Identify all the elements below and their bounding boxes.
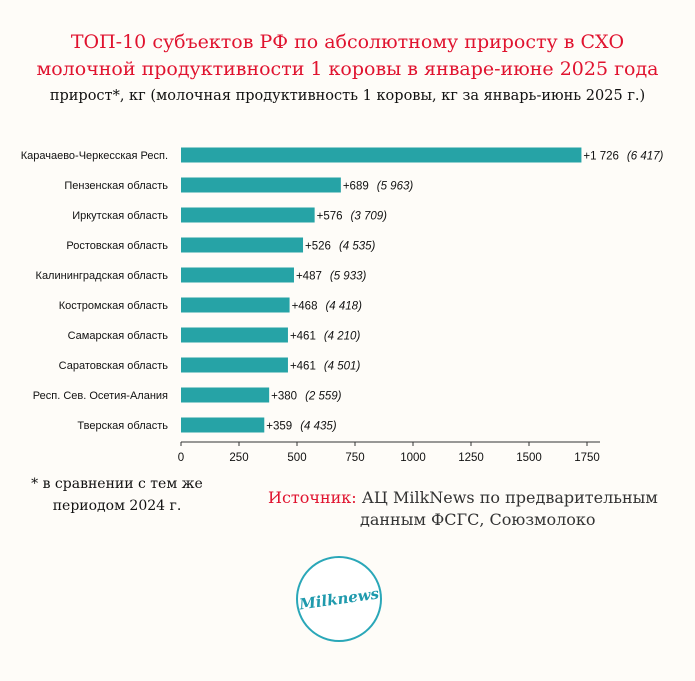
bar: [181, 237, 304, 253]
x-tick-label: 1750: [574, 452, 600, 464]
category-label: Иркутская область: [72, 210, 168, 222]
secondary-value-label: (5 933): [330, 271, 367, 283]
footnote-line-2: периодом 2024 г.: [52, 498, 182, 514]
data-labels: +1 726 (6 417) +689 (5 963) +576 (3 709) +526 (…: [266, 151, 663, 433]
chart-title-line-2: молочной продуктивности 1 коровы в январ…: [36, 58, 659, 80]
value-label: +487: [296, 271, 322, 283]
bar: [181, 387, 270, 403]
secondary-value-label: (4 435): [300, 421, 337, 433]
secondary-value-label: (6 417): [627, 151, 664, 163]
category-label: Самарская область: [68, 330, 169, 342]
chart-title-line-1: ТОП-10 субъектов РФ по абсолютному приро…: [70, 31, 625, 53]
source-label: Источник:: [268, 488, 357, 507]
bar: [181, 417, 265, 433]
bar-chart: Карачаево-Черкесская Респ. Пензенская обл…: [21, 147, 664, 464]
category-label: Саратовская область: [59, 360, 169, 372]
category-label: Карачаево-Черкесская Респ.: [21, 150, 168, 162]
category-label: Костромская область: [59, 300, 169, 312]
x-tick-label: 250: [229, 452, 248, 464]
value-label: +380: [271, 391, 297, 403]
bar: [181, 357, 288, 373]
secondary-value-label: (4 501): [324, 361, 361, 373]
bar: [181, 297, 290, 313]
source-note: Источник: АЦ MilkNews по предварительным…: [268, 487, 688, 531]
value-label: +468: [292, 301, 318, 313]
x-axis-ticks: 0 250 500 750 1000 1250 1500 1750: [178, 442, 600, 464]
category-label: Тверская область: [77, 420, 168, 432]
milknews-logo: Milknews: [296, 556, 382, 642]
source-text-line-1: АЦ MilkNews по предварительным: [361, 488, 658, 507]
category-label: Калининградская область: [36, 270, 169, 282]
value-label: +689: [343, 181, 369, 193]
x-tick-label: 1500: [516, 452, 542, 464]
secondary-value-label: (4 418): [325, 301, 362, 313]
x-tick-label: 750: [345, 452, 364, 464]
value-label: +359: [266, 421, 292, 433]
secondary-value-label: (4 535): [339, 241, 376, 253]
value-label: +526: [305, 241, 331, 253]
bar: [181, 267, 294, 283]
x-tick-label: 0: [178, 452, 184, 464]
secondary-value-label: (4 210): [324, 331, 361, 343]
secondary-value-label: (3 709): [351, 211, 388, 223]
category-label: Пензенская область: [64, 180, 168, 192]
logo-text: Milknews: [298, 584, 380, 614]
x-tick-label: 500: [287, 452, 306, 464]
value-label: +461: [290, 331, 316, 343]
footnote: * в сравнении с тем же периодом 2024 г.: [22, 473, 212, 517]
value-label: +576: [317, 211, 343, 223]
bar: [181, 327, 288, 343]
bars: [181, 147, 582, 433]
bar: [181, 177, 341, 193]
chart-subtitle: прирост*, кг (молочная продуктивность 1 …: [49, 88, 646, 104]
category-label: Респ. Сев. Осетия-Алания: [33, 390, 168, 402]
category-label: Ростовская область: [66, 240, 168, 252]
secondary-value-label: (5 963): [377, 181, 414, 193]
x-tick-label: 1000: [400, 452, 426, 464]
source-text-line-2: данным ФСГС, Союзмолоко: [360, 510, 596, 529]
secondary-value-label: (2 559): [305, 391, 342, 403]
value-label: +461: [290, 361, 316, 373]
bar: [181, 207, 315, 223]
bar: [181, 147, 582, 163]
value-label: +1 726: [583, 151, 619, 163]
x-tick-label: 1250: [458, 452, 484, 464]
category-labels: Карачаево-Черкесская Респ. Пензенская обл…: [21, 150, 169, 432]
footnote-line-1: * в сравнении с тем же: [31, 476, 203, 492]
